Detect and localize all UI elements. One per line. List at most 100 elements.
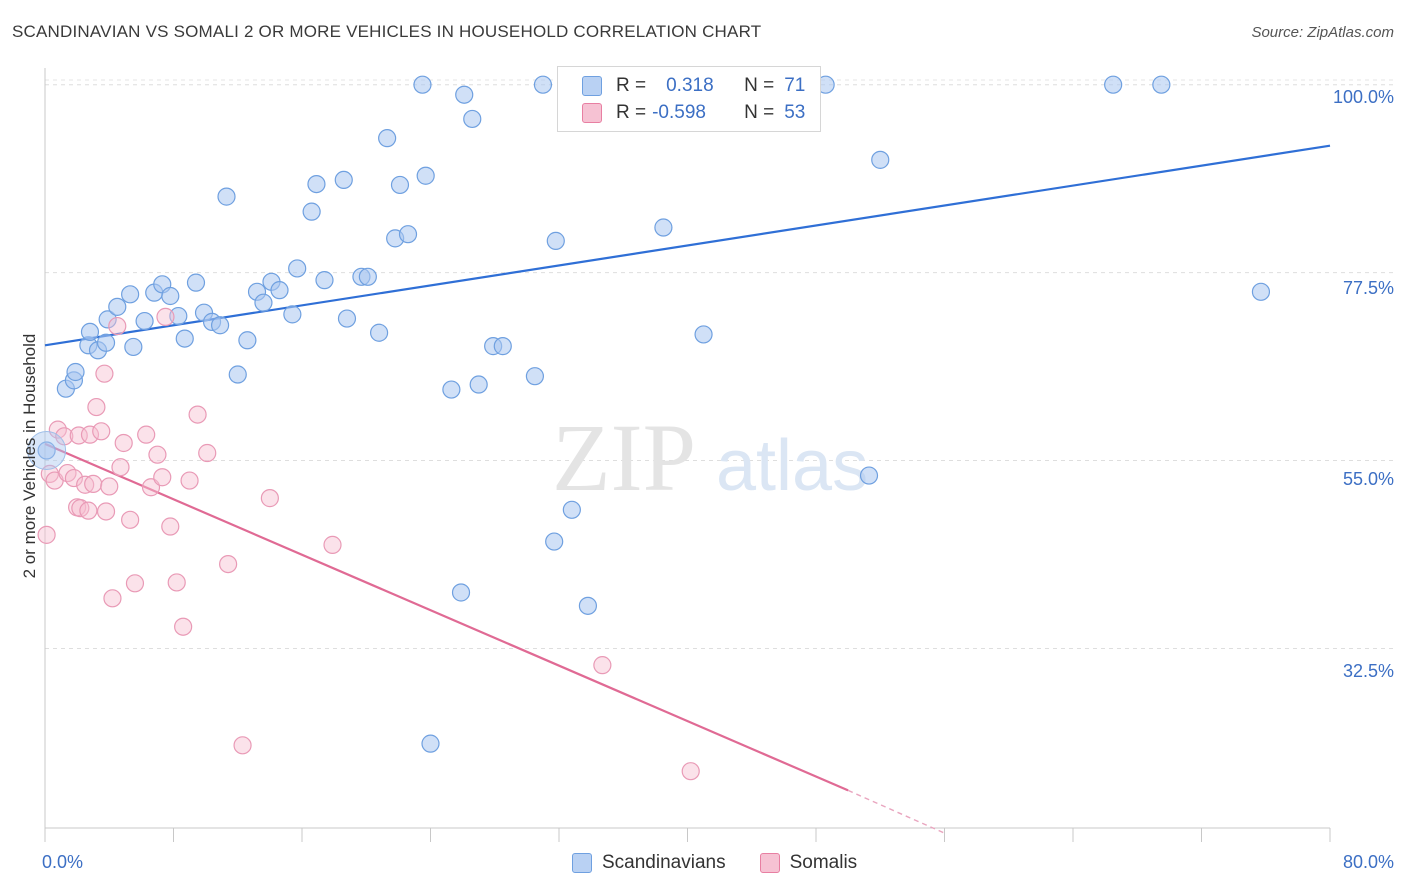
point-somalis [323, 535, 342, 554]
data-points [27, 75, 1271, 781]
point-scandinavians [493, 337, 512, 356]
point-somalis [260, 489, 279, 508]
point-somalis [79, 501, 98, 520]
point-somalis [174, 617, 193, 636]
n-label: N = [744, 75, 775, 96]
point-somalis [153, 468, 172, 487]
point-scandinavians [175, 329, 194, 348]
point-scandinavians [288, 259, 307, 278]
point-scandinavians [545, 532, 564, 551]
point-scandinavians [37, 441, 56, 460]
trendline-somalis-extension [847, 789, 947, 835]
point-scandinavians [421, 734, 440, 753]
point-scandinavians [108, 297, 127, 316]
point-scandinavians [694, 325, 713, 344]
point-scandinavians [169, 306, 188, 326]
n-value-somalis: 53 [784, 102, 806, 123]
source-label: Source: ZipAtlas.com [1251, 24, 1394, 41]
x-min-label: 0.0% [42, 852, 84, 872]
grid-lines [45, 79, 1395, 649]
point-somalis [37, 525, 56, 544]
legend-label-scandinavians: Scandinavians [602, 852, 726, 873]
point-somalis [48, 420, 67, 439]
y-tick-100: 100.0% [1332, 87, 1394, 107]
point-somalis [188, 405, 207, 424]
legend-swatch-somalis [582, 103, 602, 123]
point-scandinavians [238, 331, 257, 350]
point-scandinavians [217, 187, 236, 206]
point-scandinavians [98, 310, 117, 329]
point-somalis [111, 458, 130, 477]
point-somalis [121, 510, 140, 529]
point-scandinavians [121, 285, 140, 304]
point-somalis [593, 656, 612, 675]
trendline-scandinavians [44, 144, 1331, 347]
point-scandinavians [337, 309, 357, 328]
legend-row-scandinavians: R = 0.318 N = 71 [582, 73, 805, 99]
legend-swatch-somalis [759, 853, 780, 873]
y-tick-32-5: 32.5% [1342, 661, 1394, 681]
x-max-label: 80.0% [1342, 852, 1394, 872]
point-somalis [84, 474, 103, 494]
point-scandinavians [124, 337, 143, 357]
watermark: ZIP atlas [552, 404, 868, 511]
point-somalis [100, 477, 119, 496]
point-scandinavians [442, 380, 461, 399]
trend-lines [44, 144, 1331, 835]
y-tick-77-5: 77.5% [1342, 278, 1394, 298]
legend-swatch-scandinavians [582, 76, 602, 96]
point-somalis [156, 307, 175, 326]
point-scandinavians [525, 367, 545, 386]
legend-swatch-scandinavians [572, 853, 592, 873]
point-scandinavians [1152, 75, 1171, 94]
r-label: R = [616, 75, 647, 96]
y-tick-55: 55.0% [1342, 469, 1394, 489]
point-scandinavians [1251, 282, 1271, 301]
point-somalis [180, 471, 199, 490]
r-label: R = [616, 102, 647, 123]
watermark-atlas: atlas [716, 426, 868, 506]
point-scandinavians [283, 305, 302, 324]
point-somalis [108, 316, 127, 336]
legend-label-somalis: Somalis [789, 852, 858, 873]
point-scandinavians [80, 322, 100, 342]
point-scandinavians [370, 323, 389, 342]
trendline-somalis [44, 442, 849, 792]
point-somalis [219, 554, 238, 574]
watermark-zip: ZIP [552, 404, 696, 511]
point-scandinavians-large [27, 431, 67, 471]
point-scandinavians [871, 150, 890, 169]
n-label: N = [744, 102, 775, 123]
point-scandinavians [469, 375, 488, 394]
point-scandinavians [859, 466, 879, 485]
point-somalis [198, 443, 217, 463]
legend-row-somalis: R = -0.598 N = 53 [582, 100, 805, 126]
point-somalis [87, 397, 106, 417]
point-scandinavians [254, 293, 273, 312]
point-scandinavians [135, 311, 154, 331]
point-scandinavians [533, 75, 553, 94]
point-scandinavians [186, 273, 206, 292]
point-scandinavians [1104, 75, 1123, 94]
point-scandinavians [210, 316, 230, 335]
point-scandinavians [228, 365, 247, 384]
series-legend: Scandinavians Somalis [572, 852, 857, 874]
point-scandinavians [315, 271, 334, 290]
point-somalis [161, 517, 180, 536]
point-somalis [96, 502, 116, 521]
point-somalis [103, 589, 122, 608]
point-scandinavians [451, 583, 471, 602]
point-scandinavians [161, 286, 180, 306]
point-scandinavians [398, 225, 418, 244]
point-somalis [681, 762, 700, 781]
point-scandinavians [302, 202, 321, 221]
point-scandinavians [378, 129, 397, 148]
point-scandinavians [270, 281, 289, 300]
point-scandinavians [66, 362, 85, 382]
r-value-scandinavians: 0.318 [666, 75, 714, 96]
point-somalis [95, 364, 114, 383]
point-somalis [148, 445, 167, 464]
point-somalis [80, 425, 100, 444]
point-somalis [92, 422, 111, 441]
